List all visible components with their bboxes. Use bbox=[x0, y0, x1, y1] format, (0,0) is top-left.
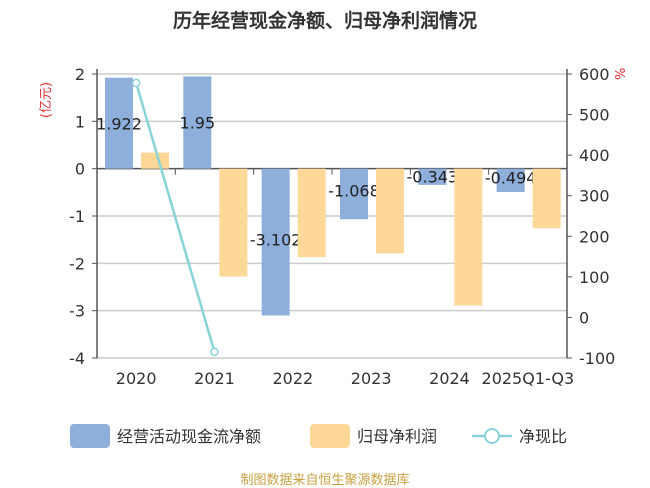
y-tick-label: -2 bbox=[69, 254, 85, 273]
y-right-tick-label: 200 bbox=[579, 227, 610, 246]
bar-cashflow bbox=[496, 168, 525, 193]
y-right-tick-label: 100 bbox=[579, 268, 610, 287]
bar-profit bbox=[219, 168, 248, 277]
y-right-tick-label: 300 bbox=[579, 187, 610, 206]
legend-label: 归母净利润 bbox=[357, 427, 437, 446]
chart-title: 历年经营现金净额、归母净利润情况 bbox=[173, 9, 477, 32]
bar-profit bbox=[297, 168, 326, 258]
bar-cashflow bbox=[340, 168, 368, 220]
y-tick-label: 0 bbox=[75, 160, 85, 179]
bar-profit bbox=[454, 168, 483, 306]
line-ratio bbox=[134, 82, 216, 353]
x-tick-label: 2025Q1-Q3 bbox=[482, 369, 575, 388]
x-tick-label: 2024 bbox=[429, 369, 470, 388]
bar-profit bbox=[532, 168, 561, 229]
legend-marker-ratio bbox=[484, 428, 500, 444]
y-tick-label: 2 bbox=[75, 65, 85, 84]
y-tick-label: -3 bbox=[69, 302, 85, 321]
bar-cashflow bbox=[105, 77, 133, 169]
x-tick-label: 2021 bbox=[194, 369, 235, 388]
data-label: -3.102 bbox=[250, 231, 302, 250]
x-tick-label: 2022 bbox=[272, 369, 313, 388]
y-right-tick-label: 600 bbox=[579, 65, 610, 84]
line-point bbox=[210, 347, 219, 357]
data-label: -0.494 bbox=[485, 169, 537, 188]
data-label: 1.922 bbox=[96, 115, 142, 134]
y-right-tick-label: -100 bbox=[579, 349, 615, 368]
bar-cashflow bbox=[418, 168, 447, 185]
x-tick-label: 2020 bbox=[116, 369, 157, 388]
y-axis-label: (亿元) bbox=[39, 82, 54, 118]
x-tick-label: 2023 bbox=[351, 369, 392, 388]
bar-profit bbox=[376, 168, 404, 254]
legend-swatch-profit bbox=[310, 424, 350, 448]
data-label: -1.068 bbox=[328, 182, 380, 201]
legend-label: 经营活动现金流净额 bbox=[117, 427, 261, 446]
data-label: -0.343 bbox=[407, 168, 459, 187]
line-point bbox=[131, 78, 141, 88]
source-note: 制图数据来自恒生聚源数据库 bbox=[240, 472, 409, 488]
bar-profit bbox=[141, 152, 169, 169]
y-right-tick-label: 500 bbox=[579, 106, 610, 125]
y-tick-label: -1 bbox=[69, 207, 85, 226]
bar-cashflow bbox=[261, 168, 290, 316]
data-label: 1.95 bbox=[180, 113, 216, 132]
y-axis-right-label: % bbox=[614, 68, 629, 80]
y-tick-label: -4 bbox=[69, 349, 85, 368]
y-right-tick-label: 0 bbox=[579, 308, 589, 327]
bar-cashflow bbox=[183, 76, 212, 169]
y-tick-label: 1 bbox=[75, 112, 85, 131]
y-right-tick-label: 400 bbox=[579, 146, 610, 165]
legend-swatch-cashflow bbox=[70, 424, 110, 448]
legend-label: 净现比 bbox=[519, 427, 567, 446]
